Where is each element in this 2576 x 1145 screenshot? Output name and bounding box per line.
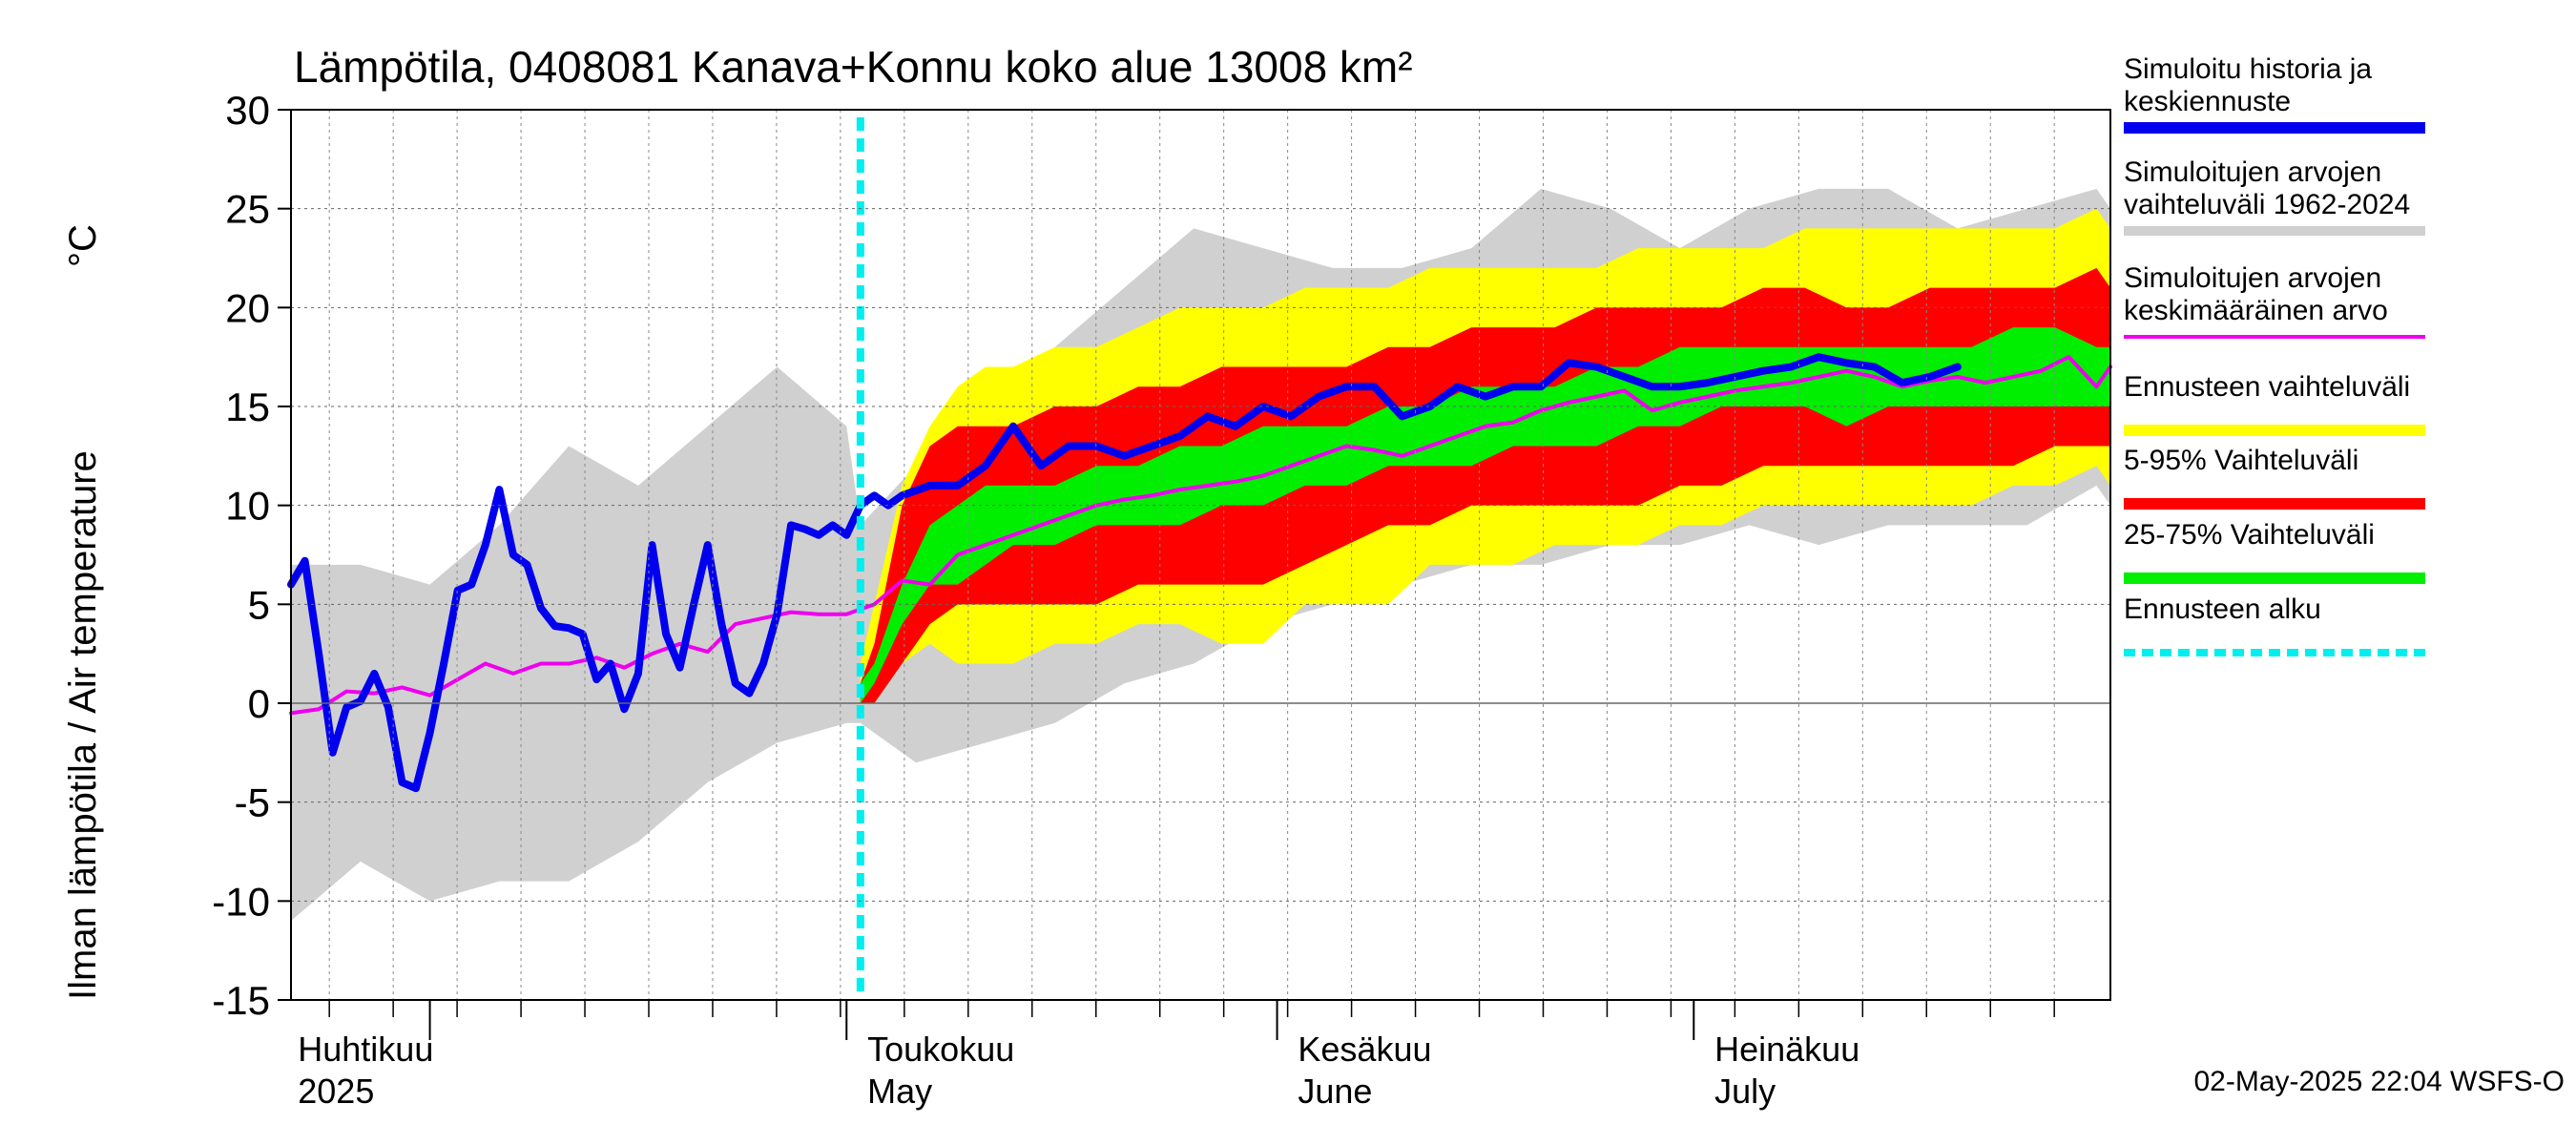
y-axis-label: Ilman lämpötila / Air temperature [62, 450, 104, 1000]
legend-label-line2: vaihteluväli 1962-2024 [2124, 189, 2410, 220]
legend-item: 5-95% Vaihteluväli [2124, 445, 2425, 510]
month-label: Heinäkuu [1714, 1030, 1859, 1069]
y-axis-unit: °C [62, 224, 104, 267]
month-label: Huhtikuu [298, 1030, 433, 1069]
grid [291, 110, 2110, 1000]
legend-item: Ennusteen vaihteluväli [2124, 371, 2425, 436]
month-label-en: June [1298, 1072, 1372, 1111]
y-tick-label: -15 [212, 978, 270, 1023]
y-tick-label: 20 [225, 285, 270, 330]
plot-area [287, 117, 2112, 1000]
y-tick-label: -5 [235, 781, 270, 825]
legend-label: Ennusteen vaihteluväli [2124, 371, 2410, 403]
legend-label-line2: keskiennuste [2124, 86, 2291, 117]
legend-label: Simuloitu historia ja [2124, 53, 2372, 85]
y-tick-label: 0 [248, 681, 270, 726]
legend-label: Ennusteen alku [2124, 593, 2321, 625]
line-series-4 [289, 355, 2112, 716]
y-axis-title: Ilman lämpötila / Air temperature [62, 450, 104, 1000]
legend-label: Simuloitujen arvojen [2124, 156, 2381, 188]
band-series-3 [860, 327, 2110, 703]
legend-label-line2: keskimääräinen arvo [2124, 295, 2388, 326]
timestamp-footer: 02-May-2025 22:04 WSFS-O [2194, 1066, 2566, 1097]
legend-label: 5-95% Vaihteluväli [2124, 445, 2358, 476]
y-tick-label: 25 [225, 187, 270, 232]
y-tick-label: 5 [248, 582, 270, 627]
legend-label: 25-75% Vaihteluväli [2124, 519, 2375, 551]
month-label: Toukokuu [867, 1030, 1014, 1069]
month-label-en: May [867, 1072, 932, 1111]
y-tick-label: -10 [212, 879, 270, 924]
month-label: Kesäkuu [1298, 1030, 1431, 1069]
plot-frame [290, 109, 2111, 1001]
legend: Simuloitu historia jakeskiennusteSimuloi… [2124, 53, 2425, 656]
y-tick-label: 15 [225, 385, 270, 429]
y-tick-label: 10 [225, 484, 270, 529]
y-tick-label: 30 [225, 88, 270, 133]
legend-label: Simuloitujen arvojen [2124, 262, 2381, 294]
legend-item: 25-75% Vaihteluväli [2124, 519, 2425, 584]
month-label-en: July [1714, 1072, 1776, 1111]
chart-title: Lämpötila, 0408081 Kanava+Konnu koko alu… [294, 42, 1413, 92]
month-label-en: 2025 [298, 1072, 374, 1111]
y-axis-unit-group: °C [62, 224, 104, 267]
legend-item: Ennusteen alku [2124, 593, 2425, 656]
